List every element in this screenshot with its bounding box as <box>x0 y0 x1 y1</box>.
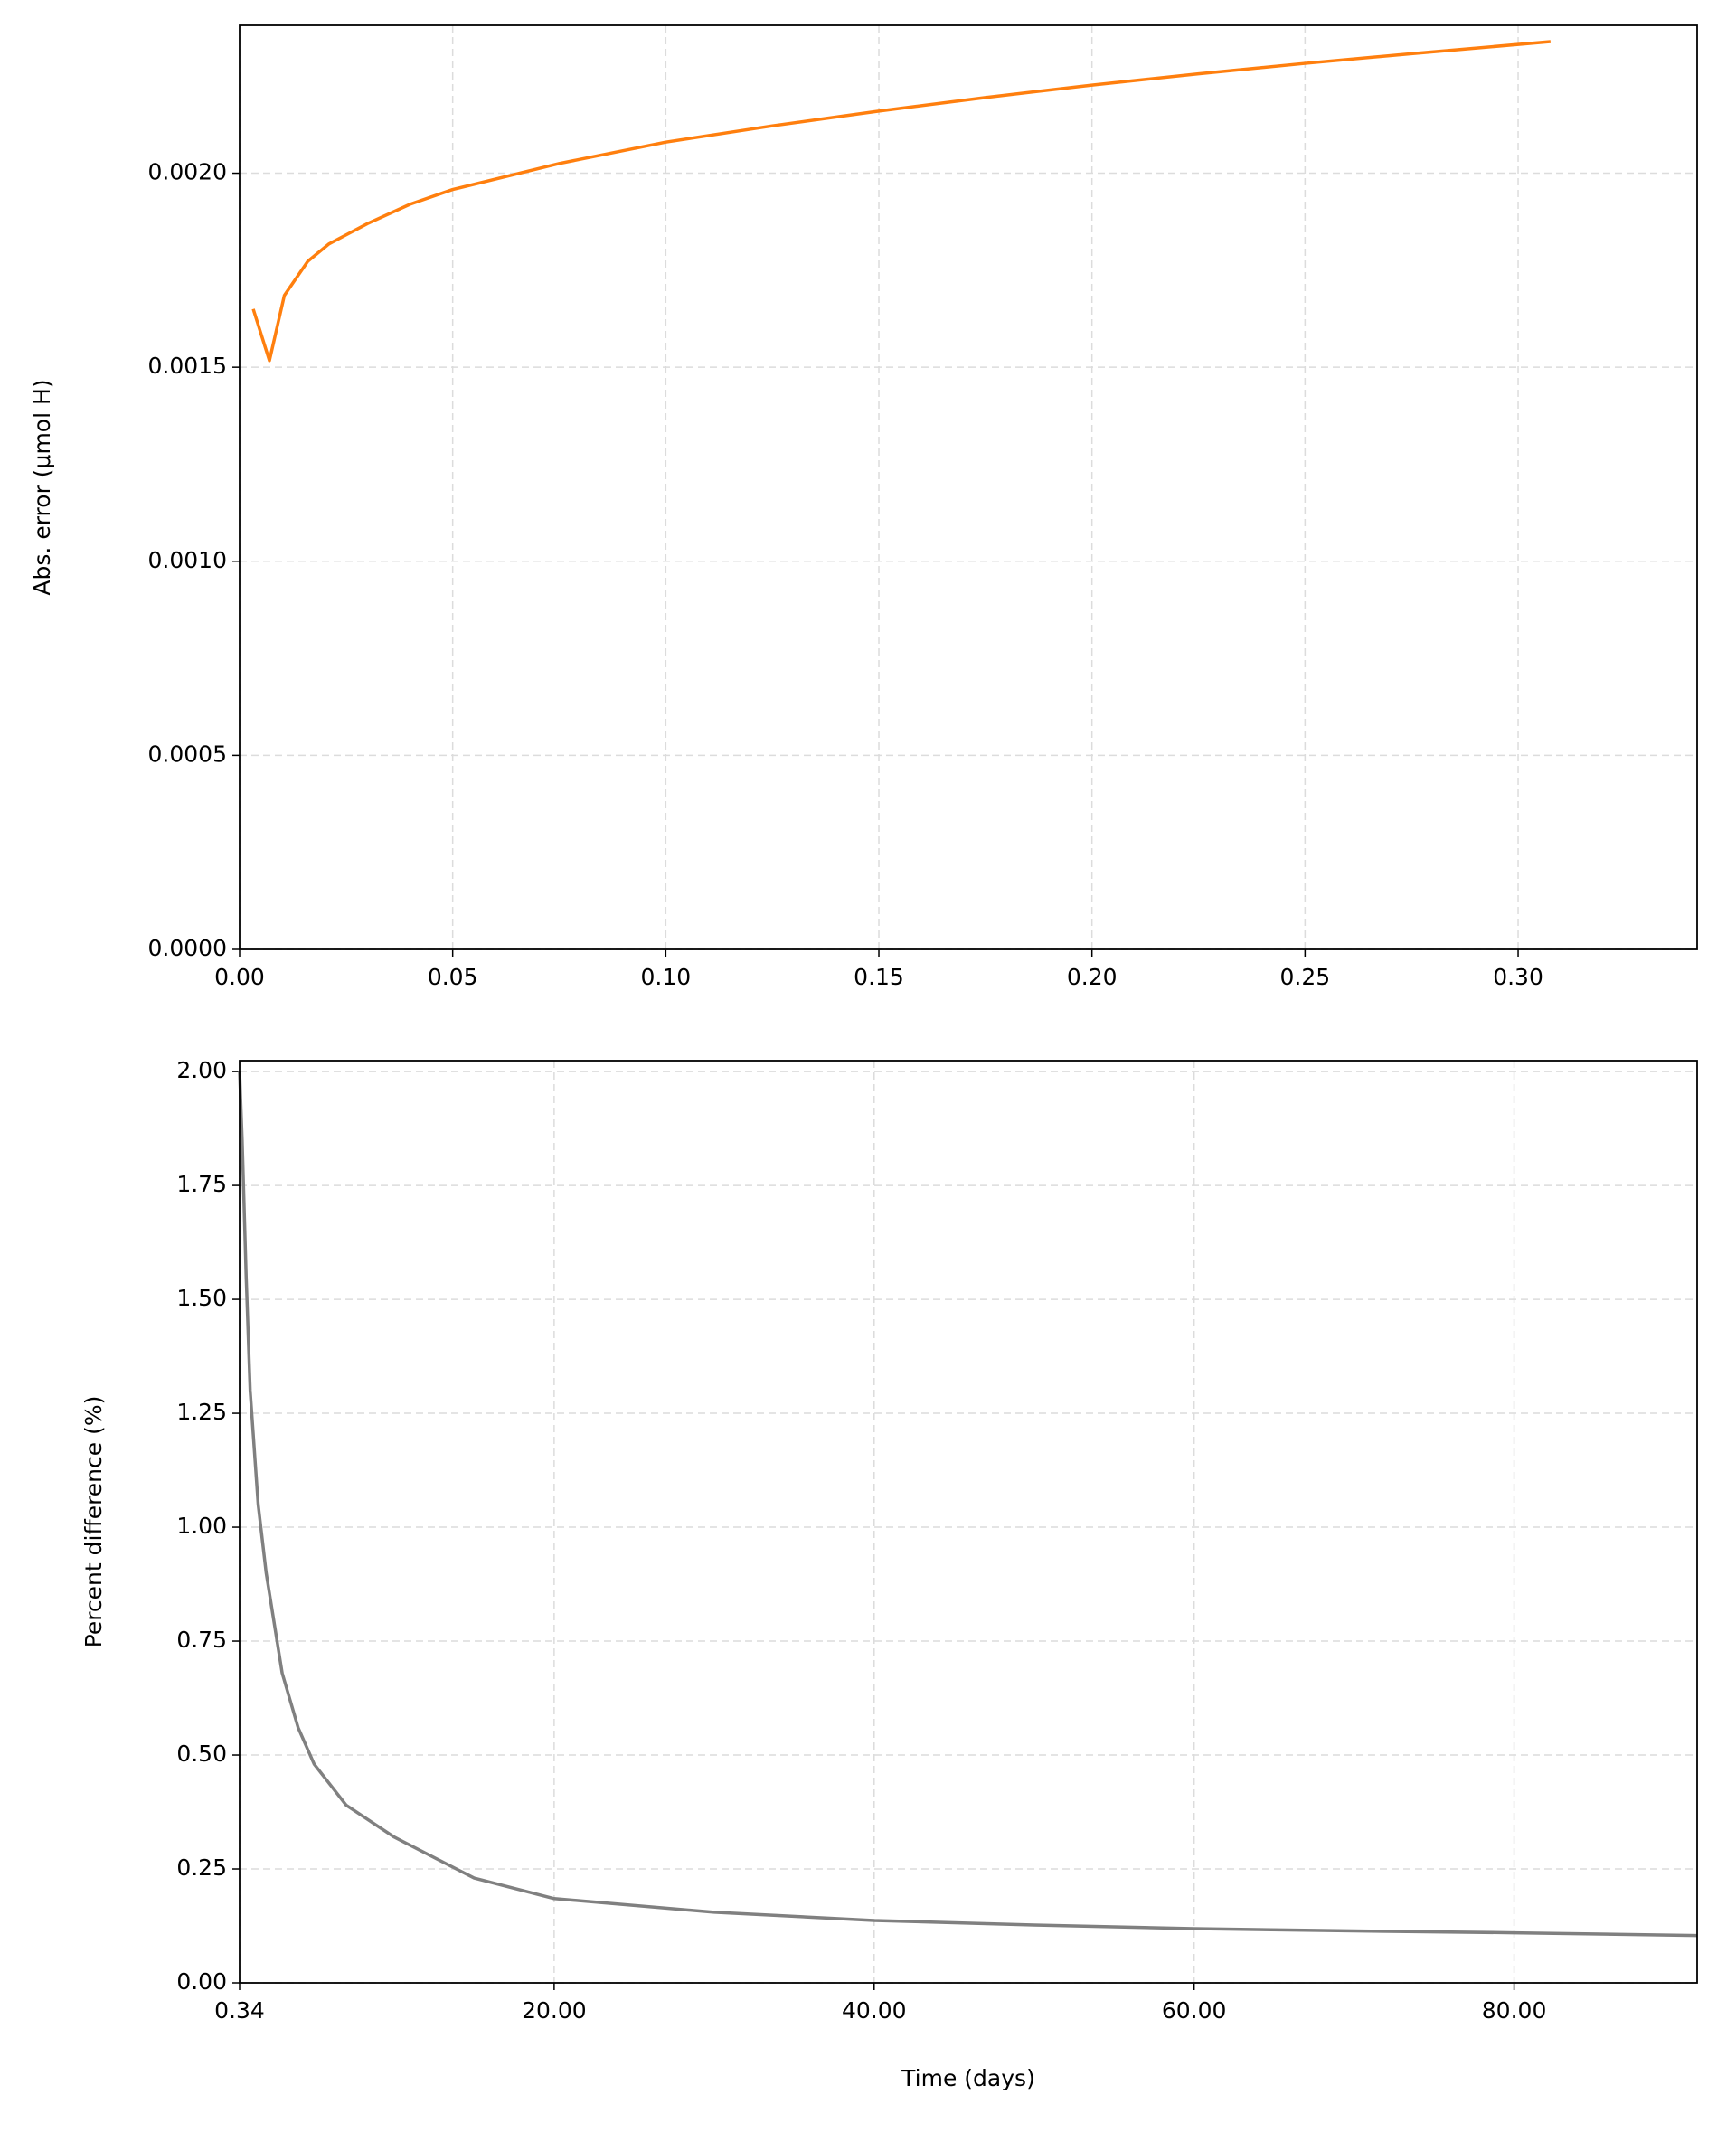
y-tick-label: 0.0015 <box>148 353 227 379</box>
x-tick-label: 0.30 <box>1493 964 1543 990</box>
y-tick-label: 0.0010 <box>148 547 227 573</box>
y-tick-label: 0.0005 <box>148 741 227 767</box>
y-tick-label: 0.75 <box>176 1627 227 1653</box>
y-tick-label: 0.0020 <box>148 159 227 185</box>
y-tick-label: 2.00 <box>176 1057 227 1083</box>
y-tick-label: 1.25 <box>176 1399 227 1425</box>
x-tick-label: 40.00 <box>842 1997 907 2024</box>
x-tick-label: 0.15 <box>854 964 904 990</box>
y-axis-label: Percent difference (%) <box>80 1396 107 1648</box>
x-tick-label: 0.20 <box>1067 964 1118 990</box>
y-tick-label: 0.00 <box>176 1968 227 1995</box>
y-tick-label: 1.50 <box>176 1285 227 1311</box>
y-tick-label: 0.0000 <box>148 935 227 961</box>
axes-frame <box>239 1060 1698 1984</box>
y-tick-label: 0.25 <box>176 1854 227 1881</box>
y-axis-label: Abs. error (μmol H) <box>29 379 55 595</box>
data-line <box>238 1071 1698 1938</box>
y-tick-label: 1.00 <box>176 1513 227 1539</box>
axes-frame <box>239 24 1698 950</box>
x-tick-label: 20.00 <box>522 1997 587 2024</box>
x-tick-label: 0.25 <box>1280 964 1331 990</box>
x-tick-label: 80.00 <box>1482 1997 1547 2024</box>
x-axis-label: Time (days) <box>901 2065 1035 2091</box>
x-tick-label: 0.34 <box>214 1997 265 2024</box>
y-tick-label: 0.50 <box>176 1741 227 1767</box>
x-tick-label: 0.10 <box>641 964 692 990</box>
y-tick-label: 1.75 <box>176 1171 227 1197</box>
x-tick-label: 0.05 <box>428 964 478 990</box>
x-tick-label: 0.00 <box>214 964 265 990</box>
x-tick-label: 60.00 <box>1162 1997 1227 2024</box>
data-line <box>251 40 1552 363</box>
